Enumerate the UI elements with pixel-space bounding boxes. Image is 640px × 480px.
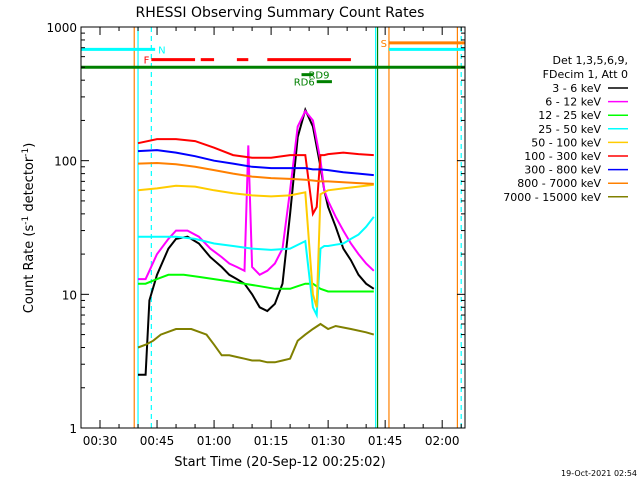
flag-label: RD6 (294, 78, 315, 89)
legend-entry-label: 7000 - 15000 keV (503, 191, 601, 204)
chart-title: RHESSI Observing Summary Count Rates (136, 5, 425, 21)
legend-entry-label: 25 - 50 keV (538, 123, 601, 136)
y-tick-label: 1000 (46, 21, 77, 35)
series-line (138, 109, 375, 281)
x-tick-label: 01:30 (311, 434, 346, 448)
legend-entry-label: 300 - 800 keV (524, 164, 601, 177)
y-tick-label: 10 (62, 288, 77, 302)
x-axis-label: Start Time (20-Sep-12 00:25:02) (174, 455, 385, 470)
y-axis-label-sup: -1 (21, 216, 31, 225)
series-line (138, 273, 374, 293)
x-tick-label: 00:45 (140, 434, 175, 448)
x-tick-label: 00:30 (83, 434, 118, 448)
series-line (137, 149, 374, 177)
series-line (137, 322, 375, 364)
y-axis-label-sup: -1 (21, 148, 31, 157)
legend-entry-label: 100 - 300 keV (524, 150, 601, 163)
footer-date: 19-Oct-2021 02:54 (561, 469, 637, 478)
y-axis-label: Count Rate (s-1 detector-1) (21, 143, 37, 314)
flag-label: N (158, 45, 165, 56)
y-axis-label-part: ) (22, 143, 37, 148)
series-line (137, 161, 374, 185)
series-line (137, 183, 374, 308)
x-tick-label: 01:15 (254, 434, 289, 448)
y-tick-label: 1 (69, 422, 77, 436)
y-axis-label-part: Count Rate (s (22, 225, 37, 314)
series-line (138, 106, 375, 376)
legend: Det 1,3,5,6,9,FDecim 1, Att 03 - 6 keV6 … (503, 54, 628, 204)
flag-label: F (144, 56, 150, 67)
series-line (138, 216, 375, 319)
legend-entry-label: 6 - 12 keV (545, 96, 601, 109)
legend-entry-label: 50 - 100 keV (531, 136, 601, 149)
y-axis-label-part: detector (22, 156, 37, 216)
flag-label: RD9 (308, 71, 329, 82)
plot-frame (80, 26, 466, 429)
x-tick-label: 02:00 (425, 434, 460, 448)
legend-entry-label: 12 - 25 keV (538, 109, 601, 122)
y-axis: 1 10 100 1000 (46, 21, 465, 436)
legend-header: Det 1,3,5,6,9, (552, 54, 628, 67)
flag-label: S (381, 39, 387, 50)
legend-entry-label: 3 - 6 keV (552, 82, 601, 95)
legend-header: FDecim 1, Att 0 (543, 68, 628, 81)
y-tick-label: 100 (54, 155, 77, 169)
legend-entry-label: 800 - 7000 keV (517, 177, 601, 190)
x-tick-label: 01:00 (197, 434, 232, 448)
series-line (137, 138, 374, 218)
x-tick-label: 01:45 (368, 434, 403, 448)
x-axis: 00:30 00:45 01:00 01:15 01:30 01:45 02:00 (83, 27, 462, 448)
